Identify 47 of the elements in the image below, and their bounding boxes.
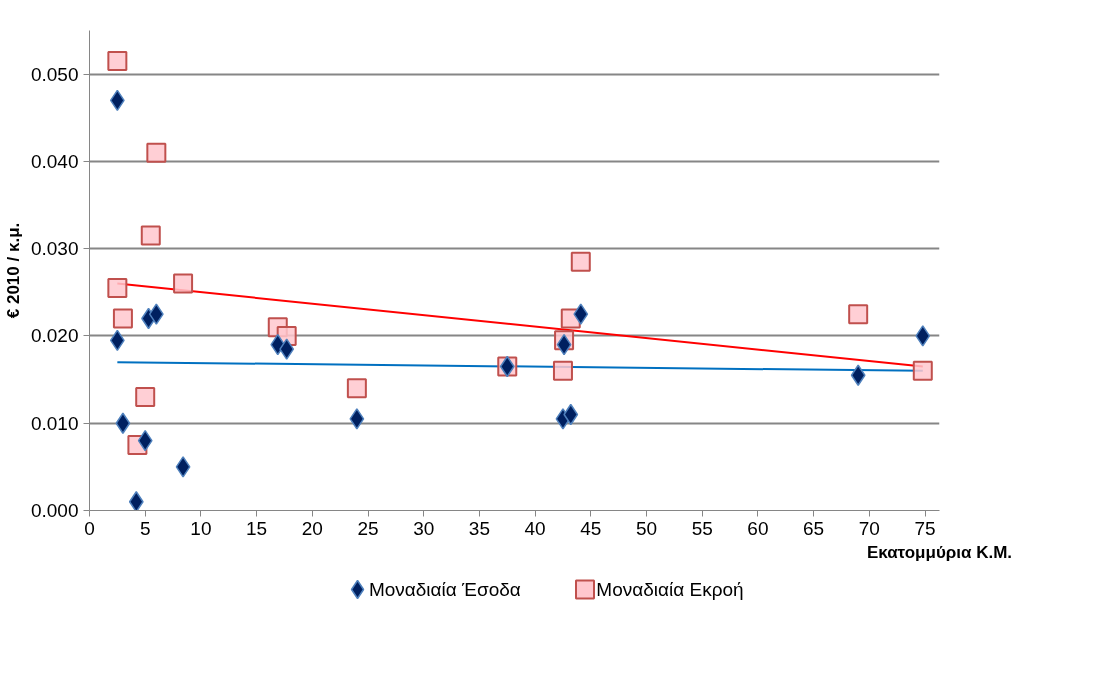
point bbox=[912, 360, 933, 381]
x-tick-label: 5 bbox=[139, 517, 151, 539]
point bbox=[135, 387, 156, 408]
x-tick-label: 45 bbox=[580, 517, 602, 539]
point bbox=[848, 304, 869, 325]
point bbox=[107, 51, 128, 72]
x-tick-label: 65 bbox=[803, 517, 825, 539]
point bbox=[128, 491, 144, 511]
y-tick-label: 0.050 bbox=[30, 63, 79, 85]
x-axis-title: Εκατομμύρια Κ.Μ. bbox=[866, 542, 1013, 562]
y-tick-label: 0.010 bbox=[30, 412, 79, 434]
x-tick-label: 35 bbox=[468, 517, 490, 539]
legend-label: Μοναδιαία Εκροή bbox=[596, 579, 744, 600]
point bbox=[148, 303, 164, 325]
y-tick-label: 0.040 bbox=[30, 150, 79, 172]
y-tick-label: 0.000 bbox=[30, 500, 79, 521]
point bbox=[570, 251, 591, 272]
point bbox=[115, 412, 131, 434]
x-tick-label: 15 bbox=[246, 517, 268, 539]
legend-label: Μοναδιαία Έσοδα bbox=[368, 579, 521, 600]
point bbox=[173, 273, 194, 294]
point bbox=[573, 303, 589, 325]
point bbox=[552, 360, 573, 381]
x-tick-label: 75 bbox=[914, 517, 936, 539]
x-tick-label: 60 bbox=[747, 517, 769, 539]
point bbox=[915, 325, 931, 347]
x-tick-label: 55 bbox=[691, 517, 713, 539]
x-tick-label: 50 bbox=[635, 517, 658, 539]
x-tick-label: 10 bbox=[190, 517, 212, 539]
y-axis-title: € 2010 / κ.μ. bbox=[3, 222, 23, 319]
point bbox=[112, 308, 133, 329]
x-tick-label: 20 bbox=[301, 517, 323, 539]
point bbox=[850, 364, 866, 386]
x-tick-label: 0 bbox=[84, 517, 95, 539]
x-tick-label: 25 bbox=[357, 517, 379, 539]
point bbox=[140, 225, 161, 246]
y-tick-label: 0.020 bbox=[30, 325, 79, 347]
point bbox=[146, 142, 167, 163]
x-tick-label: 70 bbox=[858, 517, 880, 539]
x-tick-label: 40 bbox=[524, 517, 546, 539]
point bbox=[346, 378, 367, 399]
x-tick-label: 30 bbox=[413, 517, 435, 539]
point bbox=[279, 338, 295, 360]
point bbox=[349, 408, 365, 430]
point bbox=[175, 456, 191, 478]
point bbox=[107, 277, 128, 298]
y-tick-label: 0.030 bbox=[30, 238, 79, 260]
